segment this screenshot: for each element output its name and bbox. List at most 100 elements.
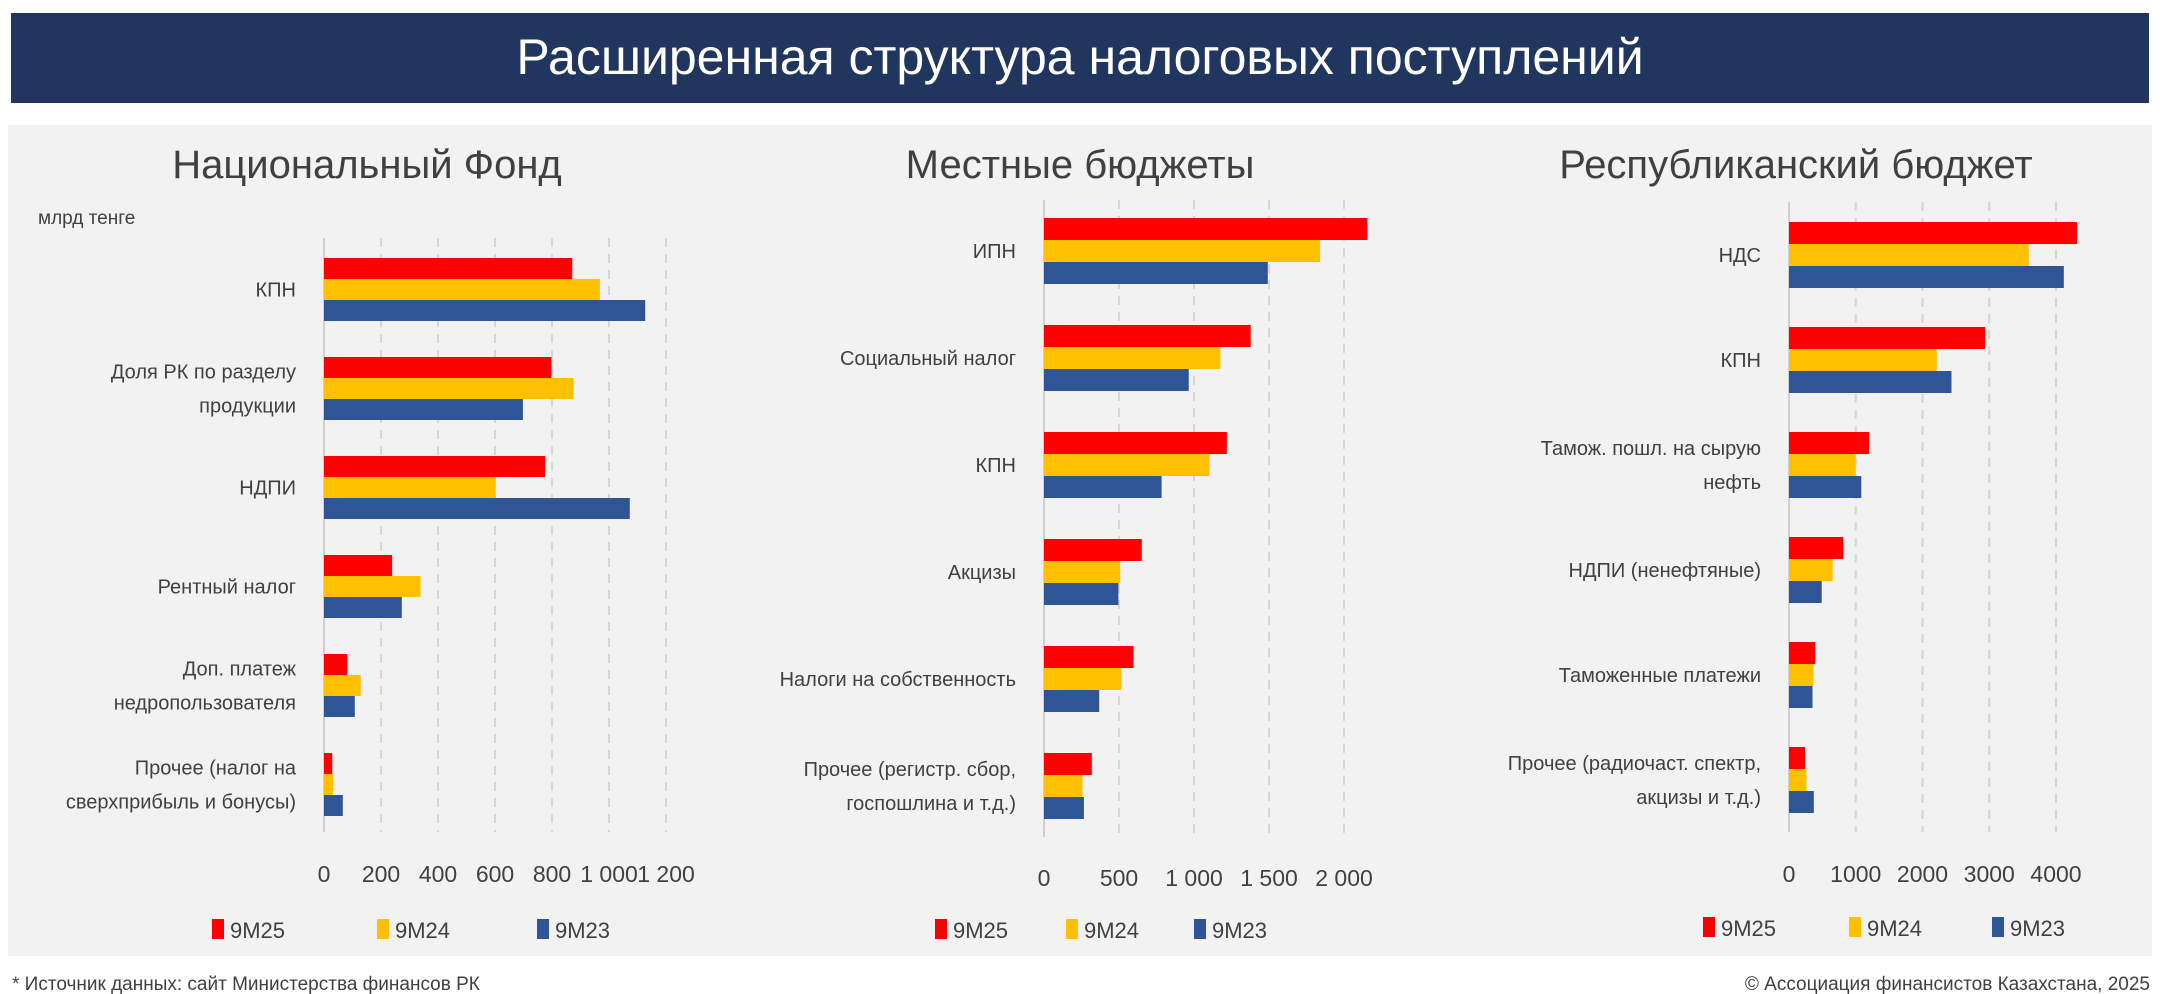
category-label-line: Прочее (регистр. сбор, bbox=[804, 759, 1016, 781]
category-label-line: госпошлина и т.д.) bbox=[846, 793, 1016, 815]
bar-9m24 bbox=[1044, 347, 1221, 369]
bar-9m25 bbox=[324, 654, 348, 675]
bar-9m24 bbox=[1789, 664, 1814, 686]
tick-label: 1 200 bbox=[637, 861, 695, 887]
tick-label: 4000 bbox=[2030, 861, 2081, 887]
tick-label: 2 000 bbox=[1315, 865, 1373, 891]
category-label-line: акцизы и т.д.) bbox=[1636, 787, 1761, 809]
bar-9m24 bbox=[324, 477, 496, 498]
category-label: Прочее (регистр. сбор, госпошлина и т.д.) bbox=[804, 759, 1016, 815]
bar-9m25 bbox=[1044, 218, 1368, 240]
bar-9m25 bbox=[1044, 646, 1134, 668]
bar-9m23 bbox=[1789, 791, 1814, 813]
tick-label: 1 000 bbox=[1165, 865, 1223, 891]
bar-9m25 bbox=[1789, 432, 1870, 454]
legend-label: 9M23 bbox=[1212, 918, 1267, 943]
bar-9m23 bbox=[1789, 266, 2064, 288]
bar-9m25 bbox=[1044, 325, 1251, 347]
bar-9m24 bbox=[1789, 559, 1833, 581]
bar-9m23 bbox=[1044, 797, 1084, 819]
category-label: Тамож. пошл. на сырую нефть bbox=[1541, 438, 1761, 494]
bar-9m25 bbox=[1044, 753, 1092, 775]
legend-label: 9M24 bbox=[395, 918, 450, 943]
bar-9m23 bbox=[1789, 581, 1822, 603]
category-label-line: НДС bbox=[1719, 245, 1761, 267]
legend-swatch-9m25 bbox=[212, 919, 224, 939]
category-label-line: Тамож. пошл. на сырую bbox=[1541, 438, 1761, 460]
legend-label: 9M23 bbox=[2010, 916, 2065, 941]
category-label-line: недропользователя bbox=[114, 693, 296, 715]
tick-label: 1 500 bbox=[1240, 865, 1298, 891]
bar-9m25 bbox=[1044, 432, 1227, 454]
legend-label: 9M24 bbox=[1084, 918, 1139, 943]
bar-9m25 bbox=[1789, 537, 1844, 559]
bar-9m25 bbox=[324, 555, 393, 576]
chart-title: Республиканский бюджет bbox=[1559, 143, 2032, 187]
bar-9m24 bbox=[1044, 561, 1121, 583]
bar-9m23 bbox=[324, 696, 355, 717]
category-label: НДПИ bbox=[239, 478, 296, 500]
chart-title: Местные бюджеты bbox=[906, 143, 1255, 187]
category-label-line: ИПН bbox=[973, 241, 1016, 263]
tick-label: 0 bbox=[1783, 861, 1796, 887]
category-label-line: Рентный налог bbox=[158, 577, 296, 599]
bar-9m25 bbox=[324, 357, 552, 378]
category-label-line: нефть bbox=[1703, 472, 1761, 494]
legend-swatch-9m24 bbox=[377, 919, 389, 939]
category-label-line: НДПИ (ненефтяные) bbox=[1569, 560, 1762, 582]
bar-9m25 bbox=[1789, 642, 1816, 664]
tick-label: 3000 bbox=[1964, 861, 2015, 887]
bar-9m23 bbox=[1044, 583, 1119, 605]
chart-3: Республиканский бюджет 0 1000 2000 3000 4000 Н… bbox=[1508, 143, 2082, 941]
tick-label: 200 bbox=[362, 861, 400, 887]
bar-9m24 bbox=[324, 576, 421, 597]
tick-label: 2000 bbox=[1897, 861, 1948, 887]
bar-9m24 bbox=[324, 378, 574, 399]
category-label: Социальный налог bbox=[840, 348, 1016, 370]
category-label-line: Акцизы bbox=[948, 562, 1016, 584]
tick-label: 500 bbox=[1100, 865, 1138, 891]
category-label-line: Доп. платеж bbox=[183, 659, 297, 681]
category-label-line: сверхприбыль и бонусы) bbox=[66, 792, 296, 814]
bar-9m23 bbox=[1789, 686, 1813, 708]
bar-9m23 bbox=[324, 795, 343, 816]
category-label-line: Социальный налог bbox=[840, 348, 1016, 370]
tick-label: 1 000 bbox=[580, 861, 638, 887]
chart-2: Местные бюджеты 0 500 1 000 1 500 2 000 ИПН Соц… bbox=[780, 143, 1373, 943]
category-label: Акцизы bbox=[948, 562, 1016, 584]
bar-9m24 bbox=[1044, 775, 1083, 797]
bar-9m24 bbox=[1789, 454, 1856, 476]
category-label: Доля РК по разделу продукции bbox=[111, 362, 296, 418]
legend-label: 9M25 bbox=[953, 918, 1008, 943]
bar-9m24 bbox=[1789, 769, 1807, 791]
bar-9m24 bbox=[1044, 454, 1210, 476]
bar-9m24 bbox=[324, 675, 361, 696]
category-label-line: Таможенные платежи bbox=[1559, 665, 1761, 687]
bar-9m24 bbox=[1789, 244, 2029, 266]
legend-swatch-9m24 bbox=[1066, 919, 1078, 939]
category-label: КПН bbox=[976, 455, 1016, 477]
category-label: НДС bbox=[1719, 245, 1761, 267]
legend-swatch-9m25 bbox=[935, 919, 947, 939]
legend-swatch-9m24 bbox=[1849, 917, 1861, 937]
legend-label: 9M23 bbox=[555, 918, 610, 943]
category-label-line: КПН bbox=[1721, 350, 1761, 372]
tick-label: 0 bbox=[1038, 865, 1051, 891]
bar-9m25 bbox=[1789, 222, 2078, 244]
category-label: Доп. платеж недропользователя bbox=[114, 659, 297, 715]
header-banner bbox=[11, 13, 2149, 103]
category-label: Прочее (налог на сверхприбыль и бонусы) bbox=[66, 758, 297, 814]
bar-9m24 bbox=[1044, 668, 1122, 690]
category-label-line: КПН bbox=[256, 280, 296, 302]
bar-9m23 bbox=[324, 597, 402, 618]
category-label-line: Прочее (налог на bbox=[135, 758, 297, 780]
category-label-line: Налоги на собственность bbox=[780, 669, 1016, 691]
bar-9m23 bbox=[1789, 476, 1862, 498]
category-label: КПН bbox=[256, 280, 296, 302]
bar-9m23 bbox=[1044, 690, 1100, 712]
legend-swatch-9m23 bbox=[1194, 919, 1206, 939]
bar-9m23 bbox=[1044, 262, 1268, 284]
category-label: НДПИ (ненефтяные) bbox=[1569, 560, 1762, 582]
category-label-line: КПН bbox=[976, 455, 1016, 477]
